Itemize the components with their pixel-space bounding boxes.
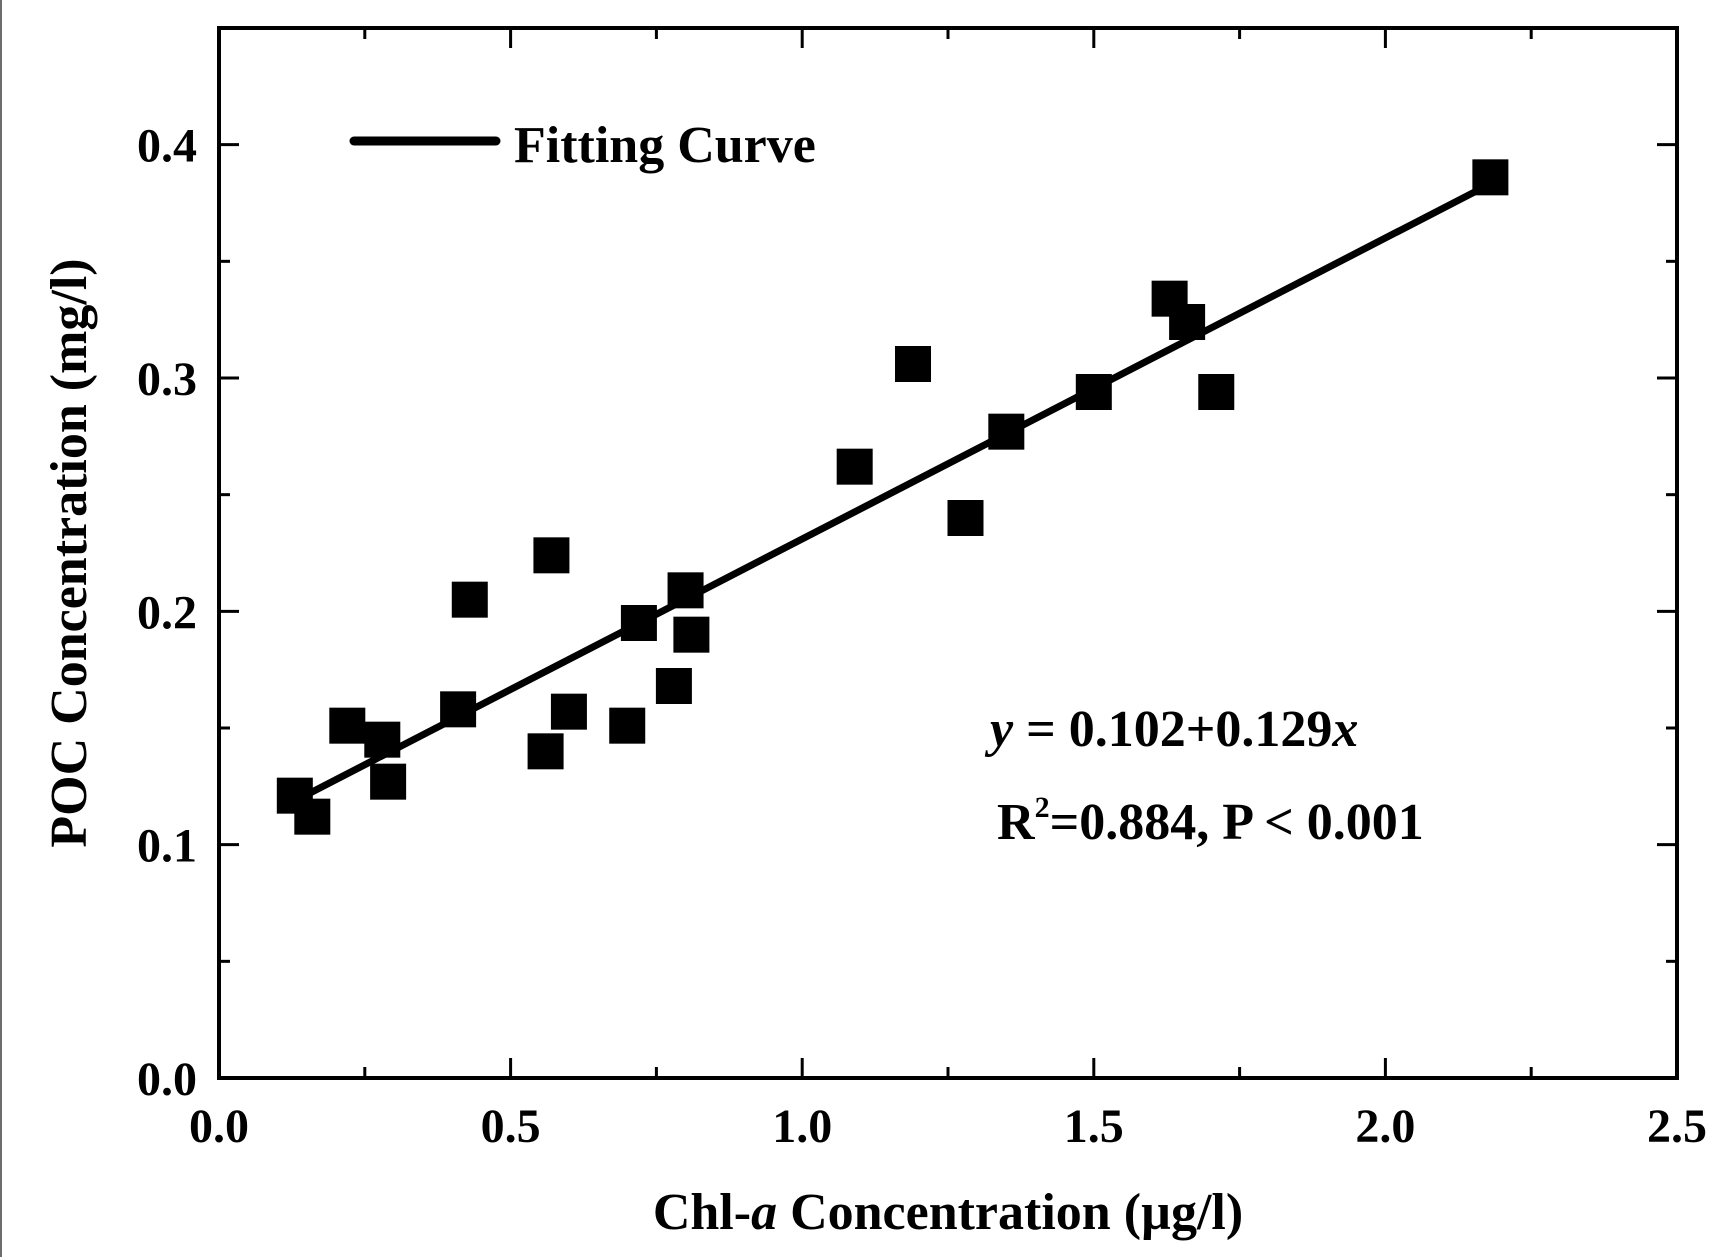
y-tick-label: 0.0	[137, 1053, 197, 1106]
data-point	[294, 798, 331, 835]
regression-equation: y = 0.102+0.129x	[984, 701, 1358, 758]
data-point	[1169, 304, 1206, 340]
data-point	[1075, 374, 1112, 410]
tick-labels: 0.0 0.5 1.0 1.5 2.0 2.5 0.0 0.1 0.2 0.3 0.4	[137, 120, 1707, 1153]
regression-stats: R2=0.884, P < 0.001	[997, 791, 1424, 851]
data-point	[329, 707, 366, 744]
legend: Fitting Curve	[349, 117, 816, 174]
x-tick-label: 2.5	[1647, 1100, 1707, 1153]
axis-ticks	[217, 28, 1679, 1080]
x-tick-label: 1.5	[1064, 1100, 1124, 1153]
data-point	[609, 707, 646, 744]
legend-label-fitting-curve: Fitting Curve	[514, 117, 816, 174]
stats-r-superscript: 2	[1035, 791, 1050, 824]
x-tick-label: 0.0	[189, 1100, 249, 1153]
x-axis-title-part-3: Concentration (µg/l)	[777, 1184, 1243, 1241]
data-point	[451, 581, 488, 618]
data-point	[550, 693, 587, 730]
equation-body: = 0.102+0.129	[1013, 701, 1332, 758]
data-point	[440, 691, 477, 728]
y-axis-title: POC Concentration (mg/l)	[41, 258, 98, 847]
y-tick-label: 0.2	[137, 586, 197, 639]
x-axis-title-part-2: a	[751, 1184, 777, 1241]
data-point	[364, 721, 401, 758]
fitting-curve-group	[291, 180, 1494, 805]
y-tick-label: 0.4	[137, 120, 197, 173]
data-point	[655, 668, 692, 704]
x-tick-label: 0.5	[481, 1100, 541, 1153]
x-tick-label: 2.0	[1355, 1100, 1415, 1153]
data-point	[533, 537, 570, 574]
data-point	[673, 616, 710, 653]
plot-area-frame	[217, 26, 1679, 1080]
x-axis-title: Chl-a Concentration (µg/l)	[653, 1184, 1243, 1241]
data-point	[988, 413, 1025, 450]
data-point	[947, 500, 984, 536]
stats-rest: =0.884, P < 0.001	[1050, 794, 1424, 851]
y-tick-label: 0.1	[137, 820, 197, 873]
data-point	[895, 346, 932, 382]
y-tick-label: 0.3	[137, 353, 197, 406]
fitting-curve-line	[291, 180, 1494, 805]
x-axis-title-part-1: Chl-	[653, 1184, 751, 1241]
stats-r: R	[997, 794, 1036, 851]
data-points	[276, 159, 1509, 835]
equation-y-var: y	[984, 701, 1014, 758]
data-point	[370, 763, 407, 800]
data-point	[527, 733, 564, 770]
x-tick-label: 1.0	[772, 1100, 832, 1153]
data-point	[1198, 374, 1235, 410]
equation-x-var: x	[1331, 701, 1358, 758]
data-point	[1472, 159, 1509, 196]
data-point	[667, 572, 704, 609]
data-point	[620, 605, 657, 641]
data-point	[836, 448, 873, 485]
